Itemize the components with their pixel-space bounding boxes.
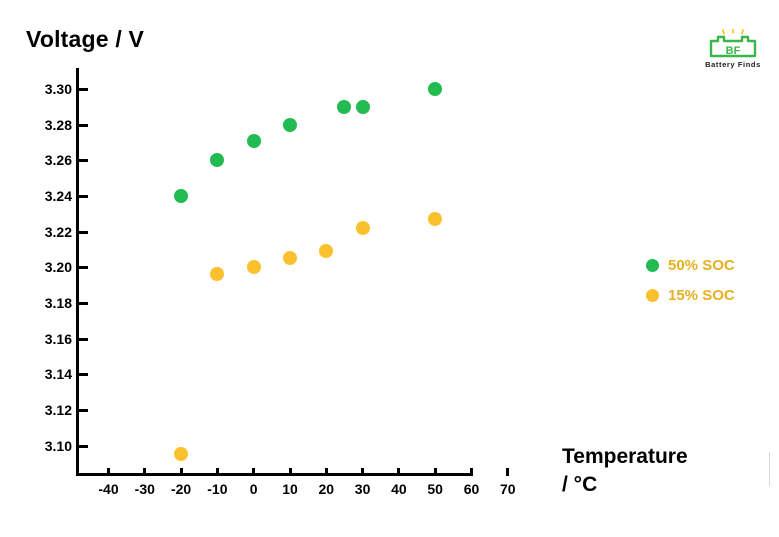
x-axis-tick [252,468,256,476]
battery-icon: BF [709,29,757,58]
y-axis-tick-label-text: 3.30 [44,81,72,97]
x-axis-tick-label: 20 [318,481,335,497]
scatter-point [355,221,370,236]
x-axis-title: Temperature / °C [562,443,762,500]
x-axis-tick [324,468,328,476]
x-axis-tick [433,468,437,476]
scatter-point [246,260,261,275]
legend-label: 50% SOC [668,256,735,274]
y-axis-tick-label: 3.12 [20,403,72,417]
y-axis-tick [79,301,88,305]
y-axis-tick [79,123,88,127]
scatter-point [428,212,443,227]
y-axis-tick-label-text: 3.28 [44,116,72,133]
x-axis-tick-label: 50 [427,481,443,497]
x-axis-line [76,473,473,476]
y-axis-tick-label: 3.26 [20,153,72,167]
legend-item-15-soc: 15% SOC [646,280,735,310]
x-axis-tick-label: -30 [134,481,155,497]
x-axis-tick [288,468,292,476]
x-axis-tick-label: 40 [391,481,407,497]
y-axis-tick-label: 3.18 [20,296,72,310]
x-axis-tick-label: -20 [170,481,192,497]
x-axis-tick-label: 70 [500,481,516,497]
scatter-point [283,117,297,132]
scatter-point [210,153,225,168]
legend-item-50-soc: 50% SOC [646,250,735,280]
y-axis-tick [79,337,88,341]
x-axis-tick [143,468,147,476]
y-axis-tick-label: 3.30 [20,82,72,96]
y-axis-tick [79,444,88,448]
y-axis-tick-label-text: 3.18 [44,294,72,311]
scatter-point [210,267,225,282]
logo-wordmark: Battery Finds [705,60,761,69]
scatter-point [174,188,189,203]
y-axis-tick-label-text: 3.16 [44,330,72,347]
scatter-point [355,99,370,114]
x-axis-tick [506,468,510,476]
x-axis-tick [397,468,401,476]
x-axis-tick-label: 0 [249,481,258,497]
y-axis-tick-label: 3.16 [20,332,72,346]
x-axis-tick [215,468,219,476]
legend-marker-icon [646,258,659,272]
y-axis-title: Voltage / V [26,26,145,52]
x-axis-tick [361,468,365,476]
x-axis-tick-label: 30 [354,481,371,497]
logo-mark-letters: BF [726,45,741,57]
scatter-point [319,244,334,259]
y-axis-tick-label-text: 3.24 [44,187,72,204]
y-axis-tick-label: 3.20 [20,260,72,274]
chart-legend: 50% SOC 15% SOC [646,250,735,310]
y-axis-tick-label-text: 3.20 [44,259,72,276]
legend-label: 15% SOC [668,286,735,304]
y-axis-tick-label: 3.24 [20,189,72,203]
y-axis-tick [79,230,88,234]
y-axis-tick [79,408,88,412]
x-axis-tick-label: 60 [463,481,480,497]
x-axis-tick-label: 10 [282,481,298,497]
x-axis-tick [179,468,183,476]
legend-marker-icon [646,288,659,302]
scatter-point [246,133,261,148]
y-axis-tick-label-text: 3.26 [44,152,72,169]
y-axis-tick-label: 3.14 [20,367,72,381]
y-axis-tick-label: 3.28 [20,118,72,132]
y-axis-tick-label-text: 3.14 [44,366,72,383]
x-axis-title-line1: Temperature [562,445,688,468]
y-axis-tick-label-text: 3.10 [44,437,72,454]
y-axis-tick-label: 3.10 [20,439,72,453]
y-axis-tick-label: 3.22 [20,225,72,239]
x-axis-tick [470,468,473,476]
x-axis-tick [107,468,110,476]
y-axis-tick-label-text: 3.22 [44,223,72,240]
scatter-point [283,251,297,266]
scatter-point [337,99,352,114]
y-axis-line [76,68,79,476]
scatter-point [174,447,189,462]
y-axis-tick [79,266,88,270]
y-axis-tick [79,373,88,377]
x-axis-title-line2: / °C [562,473,598,497]
scatter-point [428,82,443,96]
x-axis-tick-label: -40 [98,481,119,497]
y-axis-tick [79,88,88,91]
y-axis-tick-label-text: 3.12 [44,401,72,418]
slide-edge-artifact [769,452,770,486]
x-axis-tick-label: -10 [207,481,228,497]
battery-finds-logo: BF Battery Finds [694,29,772,69]
y-axis-tick [79,194,88,198]
y-axis-tick [79,159,88,163]
